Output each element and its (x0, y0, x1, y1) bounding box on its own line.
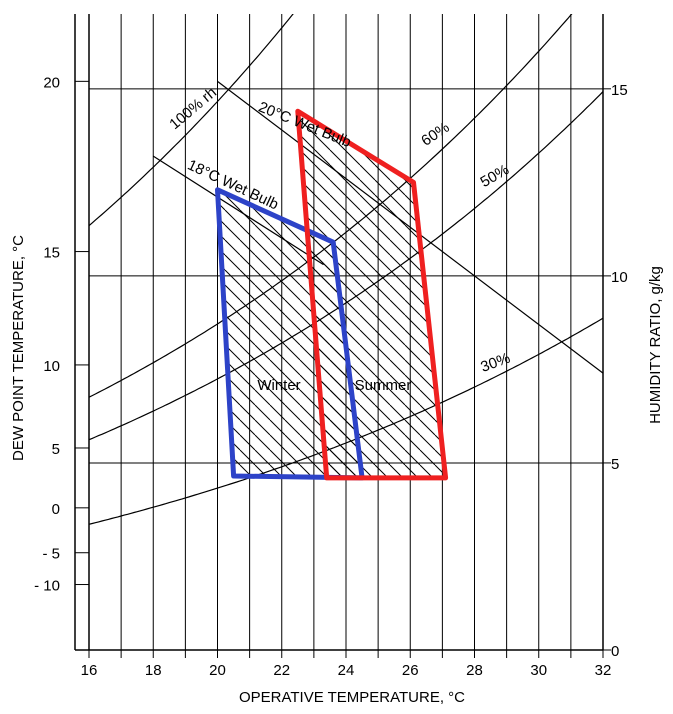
left-tick-label: 0 (52, 501, 60, 518)
left-axis-title: DEW POINT TEMPERATURE, °C (10, 235, 27, 461)
x-tick-label: 28 (466, 662, 483, 679)
x-tick-label: 30 (530, 662, 547, 679)
plot-frame (74, 14, 604, 651)
right-tick-label: 5 (611, 456, 619, 473)
axis-ticks: 16 18 20 22 24 26 28 30 32 0 5 10 15 20 15 10 5 0 - 5 - 10 (34, 74, 628, 679)
left-tick-label: 20 (43, 74, 60, 91)
rh-label-30: 30% (478, 350, 512, 376)
x-tick-label: 24 (338, 662, 355, 679)
zone-label-summer: Summer (355, 377, 412, 394)
right-axis-title: HUMIDITY RATIO, g/kg (647, 266, 664, 424)
left-tick-label: 10 (43, 358, 60, 375)
x-tick-label: 26 (402, 662, 419, 679)
left-tick-label: - 10 (34, 578, 60, 595)
rh-label-100: 100% rh (166, 84, 220, 133)
left-tick-label: - 5 (42, 546, 60, 563)
left-tick-label: 5 (52, 441, 60, 458)
zone-label-winter: Winter (257, 377, 300, 394)
zone-outline-summer (295, 108, 449, 481)
rh-curve (89, 14, 294, 227)
right-tick-label: 10 (611, 269, 628, 286)
zone-hatch-summer (297, 111, 446, 478)
x-tick-label: 22 (273, 662, 290, 679)
right-tick-label: 15 (611, 82, 628, 99)
x-tick-label: 16 (81, 662, 98, 679)
x-tick-label: 18 (145, 662, 162, 679)
comfort-zones (215, 108, 449, 481)
x-tick-label: 32 (595, 662, 612, 679)
x-axis-title: OPERATIVE TEMPERATURE, °C (239, 689, 465, 706)
x-tick-label: 20 (209, 662, 226, 679)
right-tick-label: 0 (611, 643, 619, 660)
left-tick-label: 15 (43, 245, 60, 262)
rh-label-60: 60% (418, 119, 452, 150)
